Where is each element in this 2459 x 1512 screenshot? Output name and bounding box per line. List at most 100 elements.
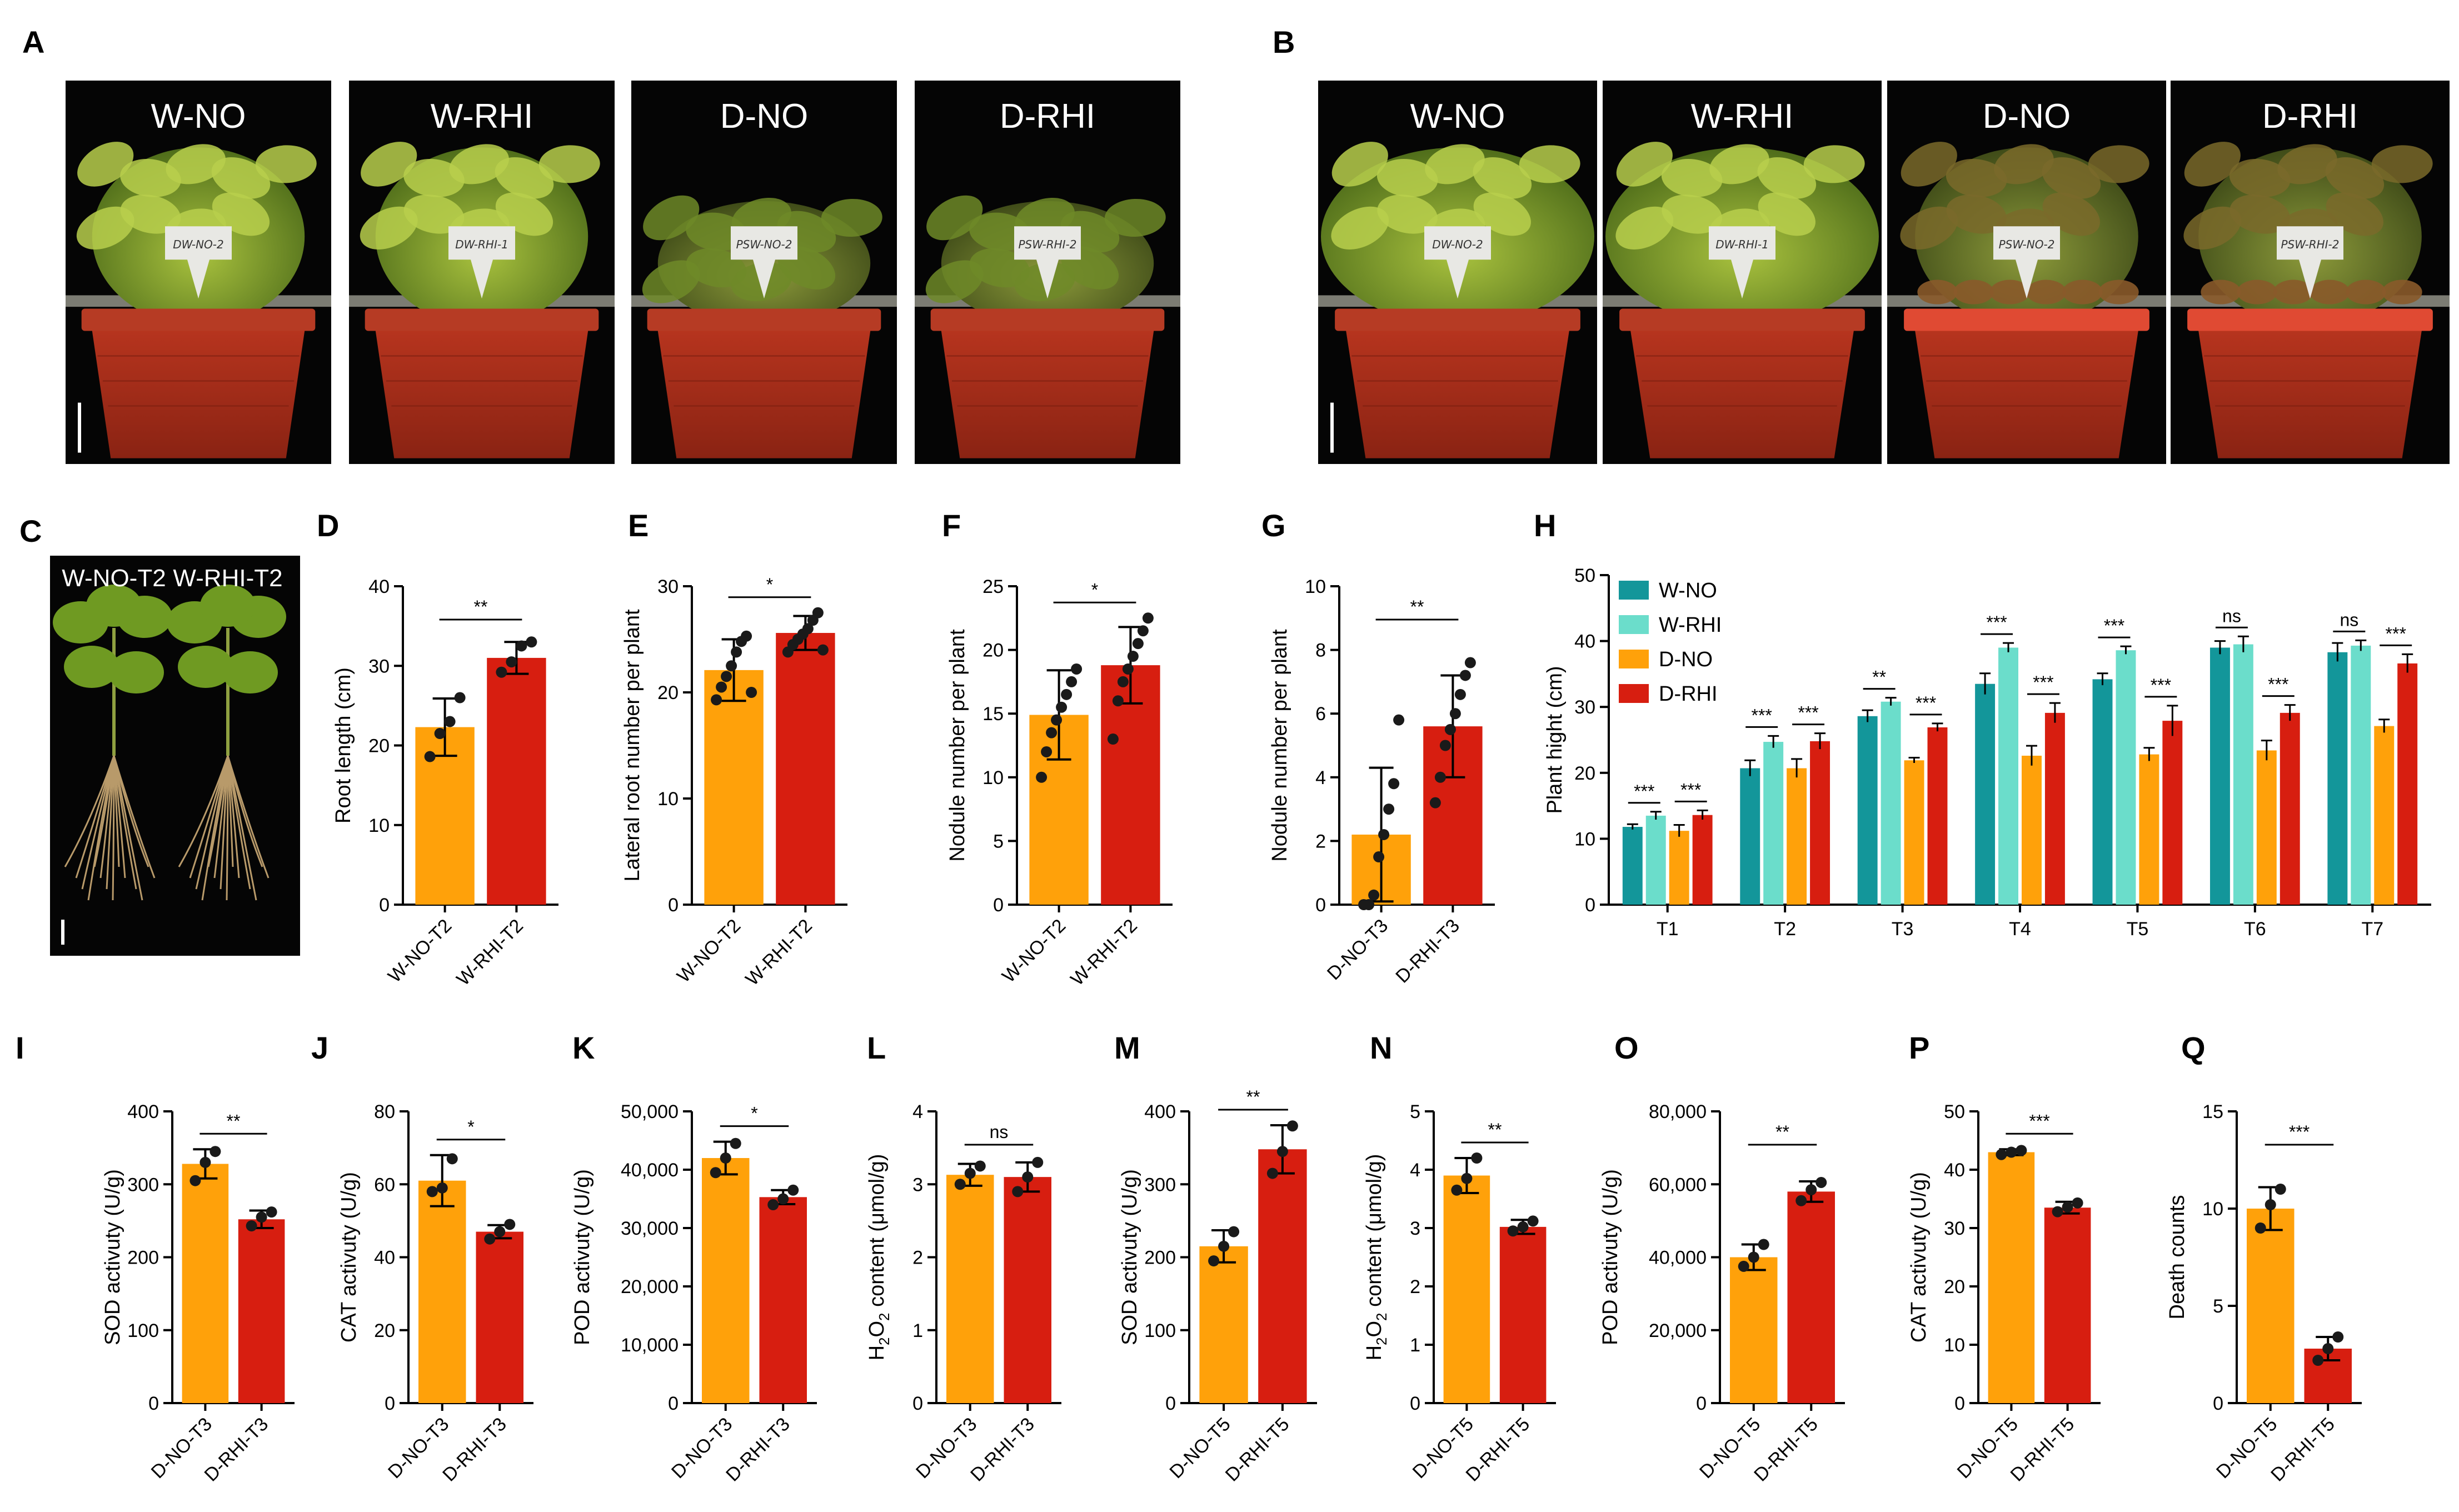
y-tick-label: 60,000 — [1649, 1174, 1707, 1195]
y-axis-label: Plant hight (cm) — [1543, 666, 1567, 814]
data-point — [256, 1211, 267, 1223]
data-point — [1022, 1171, 1034, 1183]
y-axis-label: Nodule number per plant — [1268, 629, 1291, 862]
significance-label: ** — [1872, 667, 1886, 687]
data-point — [730, 1137, 741, 1149]
leaf — [1994, 144, 2054, 184]
bar-D-RHI-T4 — [2044, 712, 2065, 905]
y-tick-label: 300 — [1144, 1174, 1176, 1195]
leaf — [200, 585, 256, 627]
significance-label: *** — [2268, 675, 2288, 695]
bar-D-NO-T5 — [2139, 754, 2159, 905]
bar-D-RHI-T5 — [1499, 1226, 1547, 1403]
significance-label: *** — [2386, 623, 2406, 643]
leaf — [255, 145, 317, 183]
x-tick-label: W-NO-T2 — [384, 915, 456, 987]
y-tick-label: 20 — [1574, 763, 1595, 784]
y-tick-label: 0 — [668, 895, 679, 916]
x-tick-label: T5 — [2127, 919, 2149, 940]
y-tick-label: 5 — [993, 831, 1004, 852]
y-tick-label: 40 — [374, 1247, 395, 1269]
y-tick-label: 50 — [1574, 565, 1595, 586]
data-point — [424, 751, 436, 762]
leaf — [120, 194, 181, 234]
y-tick-label: 40,000 — [1649, 1247, 1707, 1269]
dry-leaf — [2346, 280, 2386, 305]
leaf — [1757, 157, 1817, 199]
leaf — [1946, 158, 2007, 197]
bar-W-RHI-T3 — [1881, 701, 1901, 905]
plant-tag — [1709, 226, 1775, 299]
y-tick-label: 30 — [1944, 1218, 1965, 1239]
plant-photo-B-3: PSW-NO-2 D-NO — [1887, 81, 2166, 464]
bar-D-NO-T3 — [418, 1180, 466, 1403]
data-point — [1061, 688, 1073, 700]
significance-label: ** — [1488, 1120, 1502, 1140]
root-strand — [113, 755, 143, 901]
y-tick-label: 20 — [982, 640, 1004, 661]
bar-D-NO-T3 — [1904, 760, 1924, 905]
panel-letter-P: P — [1909, 1030, 1929, 1065]
y-tick-label: 20 — [657, 682, 679, 703]
leaf — [2229, 158, 2291, 197]
data-point — [246, 1220, 257, 1232]
dry-leaf — [1989, 280, 2030, 305]
data-point — [266, 1206, 277, 1218]
pot-body — [1915, 331, 2138, 458]
data-point — [726, 660, 737, 672]
data-point — [434, 728, 446, 740]
data-point — [1449, 708, 1461, 720]
photo-label: D-RHI — [2262, 97, 2358, 136]
data-point — [1266, 1167, 1278, 1179]
leaf — [1104, 198, 1166, 237]
legend-swatch — [1619, 581, 1649, 600]
data-point — [1107, 733, 1119, 745]
panel-letter-M: M — [1114, 1030, 1140, 1065]
dry-leaf — [2098, 280, 2139, 305]
y-tick-label: 3 — [912, 1174, 923, 1195]
dry-leaf — [2237, 280, 2277, 305]
data-point — [2052, 1206, 2063, 1217]
y-tick-label: 5 — [2213, 1296, 2223, 1317]
leaf — [2183, 206, 2242, 249]
data-point — [1444, 723, 1456, 735]
leaf — [2277, 144, 2337, 184]
legend-label: D-RHI — [1659, 682, 1718, 706]
significance-label: * — [751, 1104, 757, 1124]
pot-rim — [81, 308, 316, 331]
bar-D-RHI-T5 — [2162, 721, 2183, 905]
data-point — [1461, 1172, 1473, 1184]
panel-letter-F: F — [942, 508, 961, 543]
bar-D-RHI-T3 — [1927, 727, 1948, 905]
y-tick-label: 4 — [1410, 1160, 1420, 1181]
bar-D-NO-T4 — [2022, 755, 2042, 905]
y-tick-label: 0 — [668, 1393, 679, 1414]
bar-W-RHI-T6 — [2233, 644, 2253, 905]
leaf — [360, 206, 418, 249]
x-tick-label: T4 — [2009, 919, 2031, 940]
y-tick-label: 2 — [1410, 1276, 1420, 1298]
data-point — [1363, 899, 1375, 910]
data-point — [2322, 1343, 2334, 1354]
y-tick-label: 20,000 — [621, 1276, 679, 1298]
data-point — [494, 1226, 506, 1237]
root-photo-C: W-NO-T2 W-RHI-T2 — [50, 556, 300, 956]
data-point — [720, 1152, 731, 1164]
data-point — [446, 1153, 458, 1165]
plant-photo-B-4: PSW-RHI-2 D-RHI — [2171, 81, 2450, 464]
significance-label: *** — [1798, 703, 1818, 723]
bar-D-RHI-T5 — [2044, 1207, 2091, 1403]
y-tick-label: 20 — [368, 736, 390, 757]
data-point — [1464, 657, 1476, 668]
significance-label: *** — [2033, 672, 2053, 692]
x-tick-label: W-NO-T2 — [673, 915, 745, 987]
data-point — [1459, 670, 1471, 681]
data-point — [2265, 1199, 2276, 1210]
y-tick-label: 40 — [1574, 631, 1595, 652]
x-tick-label: D-RHI-T5 — [1221, 1414, 1294, 1486]
leaf — [449, 144, 509, 184]
panel-letter-I: I — [16, 1030, 24, 1065]
panel-letter-O: O — [1614, 1030, 1639, 1065]
leaf — [1900, 206, 1958, 249]
